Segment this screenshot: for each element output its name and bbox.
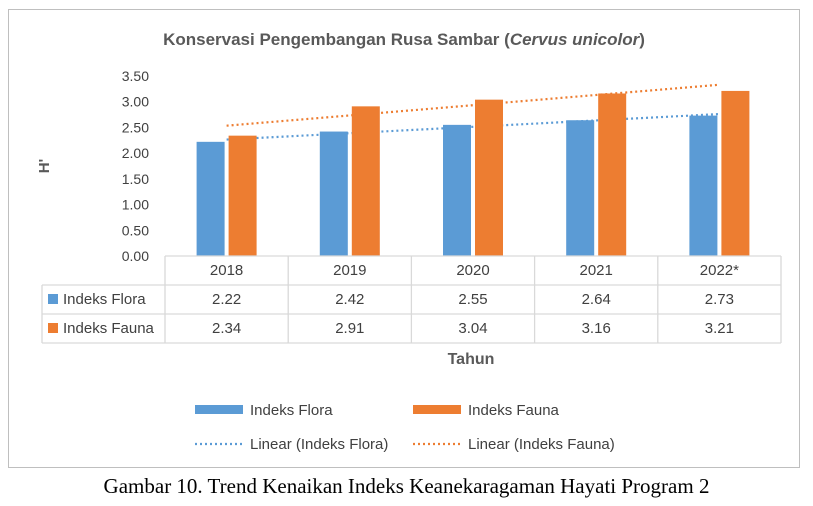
chart-title-italic: Cervus unicolor	[510, 30, 641, 49]
data-label: 2.55	[458, 291, 487, 308]
y-tick-label: 0.00	[122, 248, 149, 264]
data-label: 2.42	[335, 291, 364, 308]
data-table: 2018 2019 2020 2021 2022* Indeks Flora 2.22 2.4…	[41, 255, 782, 344]
x-tick-label: 2021	[580, 262, 613, 279]
bar-flora	[689, 115, 718, 256]
bar-flora	[443, 124, 471, 256]
data-label: 3.04	[458, 320, 487, 337]
bar-fauna	[475, 99, 503, 257]
x-tick-label: 2020	[456, 262, 489, 279]
chart-title-end: )	[639, 30, 645, 49]
legend-label: Linear (Indeks Flora)	[250, 436, 388, 453]
legend-key-flora	[195, 405, 243, 414]
x-tick-label: 2019	[333, 262, 366, 279]
table-legend-key	[48, 294, 58, 304]
legend-label: Indeks Flora	[250, 402, 333, 419]
legend-key-fauna	[413, 405, 461, 414]
data-label: 2.22	[212, 291, 241, 308]
data-label: 2.34	[212, 320, 241, 337]
data-label: 2.73	[705, 291, 734, 308]
y-tick-label: 1.50	[122, 171, 149, 187]
chart-title-main: Konservasi Pengembangan Rusa Sambar (	[163, 30, 510, 49]
table-series-name: Indeks Fauna	[63, 320, 155, 337]
x-tick-label: 2022*	[700, 262, 739, 279]
chart-title: Konservasi Pengembangan Rusa Sambar (Cer…	[163, 30, 645, 49]
figure-caption: Gambar 10. Trend Kenaikan Indeks Keaneka…	[103, 474, 710, 498]
table-series-name: Indeks Flora	[63, 291, 146, 308]
y-tick-label: 2.50	[122, 119, 149, 135]
legend-label: Linear (Indeks Fauna)	[468, 436, 615, 453]
data-label: 3.21	[705, 320, 734, 337]
data-label: 3.16	[582, 320, 611, 337]
x-tick-label: 2018	[210, 262, 243, 279]
chart-svg: Konservasi Pengembangan Rusa Sambar (Cer…	[36, 30, 782, 453]
legend: Indeks Flora Indeks Fauna Linear (Indeks F…	[195, 402, 615, 453]
bar-flora	[566, 120, 595, 256]
bar-fauna	[228, 135, 257, 256]
bar-fauna	[351, 106, 380, 256]
bar-flora	[196, 141, 225, 256]
chart-container: Konservasi Pengembangan Rusa Sambar (Cer…	[8, 9, 800, 468]
legend-label: Indeks Fauna	[468, 402, 560, 419]
y-tick-label: 3.00	[122, 94, 149, 110]
trendlines	[226, 83, 720, 141]
y-tick-label: 0.50	[122, 222, 149, 238]
bar-fauna	[721, 90, 750, 257]
data-label: 2.64	[582, 291, 611, 308]
y-axis-label: H'	[36, 159, 53, 173]
bar-flora	[319, 131, 348, 256]
data-label: 2.91	[335, 320, 364, 337]
y-tick-label: 2.00	[122, 145, 149, 161]
table-legend-key	[48, 323, 58, 333]
y-tick-label: 1.00	[122, 197, 149, 213]
trendline-flora	[226, 112, 720, 141]
trendline-fauna	[226, 83, 720, 127]
x-axis-label: Tahun	[448, 351, 495, 368]
y-tick-labels: 0.00 0.50 1.00 1.50 2.00 2.50 3.00 3.50	[122, 68, 149, 264]
bar-fauna	[598, 93, 627, 256]
bars	[196, 90, 750, 257]
y-tick-label: 3.50	[122, 68, 149, 84]
